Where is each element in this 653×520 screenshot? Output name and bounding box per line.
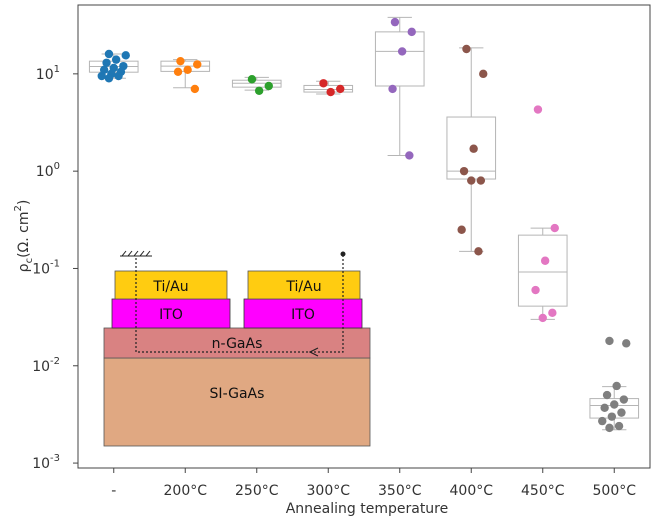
box: [374, 31, 425, 87]
data-point: [173, 67, 183, 76]
data-point: [462, 44, 471, 54]
data-point: [247, 75, 257, 84]
data-point: [176, 56, 185, 66]
y-tick-label: 10-1: [32, 258, 60, 277]
si-gaas-layer: [103, 357, 371, 447]
layer-label: n-GaAs: [212, 336, 263, 352]
x-tick-label: 400°C: [450, 483, 494, 499]
y-tick-base: 10: [32, 456, 50, 472]
x-tick-label: 250°C: [235, 483, 279, 499]
y-tick-base: 10: [32, 359, 50, 375]
data-point: [614, 421, 624, 431]
data-point: [479, 69, 488, 79]
y-tick-exponent: 0: [54, 161, 60, 172]
data-point: [397, 47, 407, 56]
data-point: [193, 60, 202, 69]
data-point: [617, 408, 626, 417]
y-tick-base: 10: [36, 164, 54, 180]
layer-label: Ti/Au: [285, 279, 321, 295]
y-label-sup: 2: [13, 205, 24, 211]
ti-au-layer: [114, 270, 228, 300]
y-tick-exponent: -3: [50, 453, 60, 464]
x-axis-label: Annealing temperature: [286, 501, 449, 517]
data-point: [474, 247, 483, 256]
data-point: [390, 17, 400, 27]
data-point: [102, 58, 111, 67]
data-point: [469, 144, 478, 153]
ground-symbol: [120, 250, 152, 257]
probe-dot: [340, 251, 346, 257]
data-point: [457, 225, 466, 234]
y-label-main: (Ω. cm: [16, 212, 32, 258]
data-point: [405, 151, 414, 160]
x-tick-label: 500°C: [593, 483, 637, 499]
n-gaas-layer: [103, 327, 371, 359]
box: [517, 234, 568, 307]
layer-label: ITO: [159, 307, 183, 323]
y-tick-base: 10: [32, 261, 50, 277]
data-point: [612, 381, 621, 391]
y-label-end: ): [16, 200, 32, 205]
x-tick-label: 300°C: [307, 483, 351, 499]
x-tick-label: 450°C: [521, 483, 565, 499]
y-label-base: ρ: [16, 263, 32, 272]
data-point: [319, 79, 328, 88]
data-point: [538, 313, 547, 323]
ti-au-layer: [247, 270, 361, 300]
y-axis-label: ρc(Ω. cm2): [13, 200, 35, 273]
y-tick-exponent: -2: [50, 356, 60, 367]
layer-label: Ti/Au: [152, 279, 188, 295]
y-tick-label: 10-2: [32, 356, 60, 375]
data-point: [190, 84, 200, 94]
data-point: [548, 308, 557, 318]
data-point: [104, 74, 114, 83]
data-point: [550, 223, 559, 233]
data-point: [533, 105, 543, 114]
ito-layer: [243, 298, 363, 329]
y-tick-exponent: 1: [54, 64, 60, 75]
y-label-sub: c: [24, 258, 35, 264]
data-point: [540, 256, 550, 265]
data-point: [183, 65, 192, 75]
data-point: [605, 336, 614, 346]
data-point: [610, 400, 619, 409]
x-tick-label: 350°C: [378, 483, 422, 499]
data-point: [407, 27, 416, 37]
layer-label: ITO: [291, 307, 315, 323]
data-point: [254, 86, 264, 95]
data-point: [622, 339, 631, 348]
data-point: [336, 84, 345, 94]
data-point: [598, 416, 607, 426]
data-point: [531, 285, 540, 295]
data-point: [388, 84, 397, 94]
data-point: [605, 423, 614, 433]
inset-diagram: Ti/Au Ti/Au ITO ITO n-GaAs SI-GaAs: [103, 250, 371, 447]
current-path: [135, 254, 344, 353]
data-point: [476, 176, 486, 185]
data-point: [607, 412, 617, 421]
data-point: [114, 71, 123, 81]
y-tick-label: 101: [36, 64, 60, 83]
x-tick-label: 200°C: [164, 483, 208, 499]
data-point: [121, 51, 130, 60]
y-tick-label: 10-3: [32, 453, 60, 472]
data-point: [619, 395, 629, 404]
layer-label: SI-GaAs: [210, 386, 265, 402]
data-point: [600, 403, 609, 412]
data-point: [602, 390, 612, 400]
y-tick-base: 10: [36, 67, 54, 83]
data-point: [264, 81, 273, 91]
data-point: [104, 49, 114, 59]
data-point: [326, 87, 335, 97]
data-point: [111, 55, 121, 64]
y-tick-label: 100: [36, 161, 60, 180]
data-point: [467, 176, 476, 185]
plot-frame: [77, 4, 651, 469]
data-point: [97, 71, 106, 81]
y-tick-exponent: -1: [50, 258, 60, 269]
arrow-head: [308, 347, 319, 357]
data-point: [459, 166, 469, 176]
x-tick-label: -: [111, 483, 116, 499]
